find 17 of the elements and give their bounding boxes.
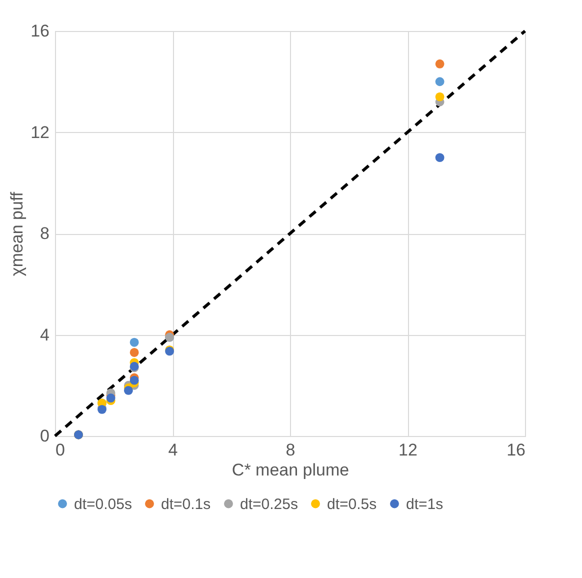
x-tick-label: 16	[506, 440, 526, 460]
x-tick-label: 4	[168, 440, 178, 460]
y-tick-label: 8	[40, 224, 50, 243]
y-tick-label: 4	[40, 325, 50, 344]
legend-label: dt=0.05s	[74, 496, 132, 513]
legend-label: dt=0.25s	[240, 496, 298, 513]
y-tick-label: 12	[30, 122, 50, 142]
y-tick-label: 16	[30, 22, 50, 40]
y-tick-label: 0	[40, 426, 50, 446]
x-tick-label: 12	[398, 440, 418, 460]
legend-label: dt=1s	[406, 496, 444, 513]
legend-label: dt=0.5s	[327, 496, 377, 513]
x-axis-title: C* mean plume	[232, 460, 350, 480]
x-tick-label: 8	[286, 440, 296, 460]
legend-label: dt=0.1s	[161, 496, 211, 513]
y-axis-title: χmean puff	[8, 192, 27, 276]
x-tick-label: 0	[56, 440, 65, 460]
